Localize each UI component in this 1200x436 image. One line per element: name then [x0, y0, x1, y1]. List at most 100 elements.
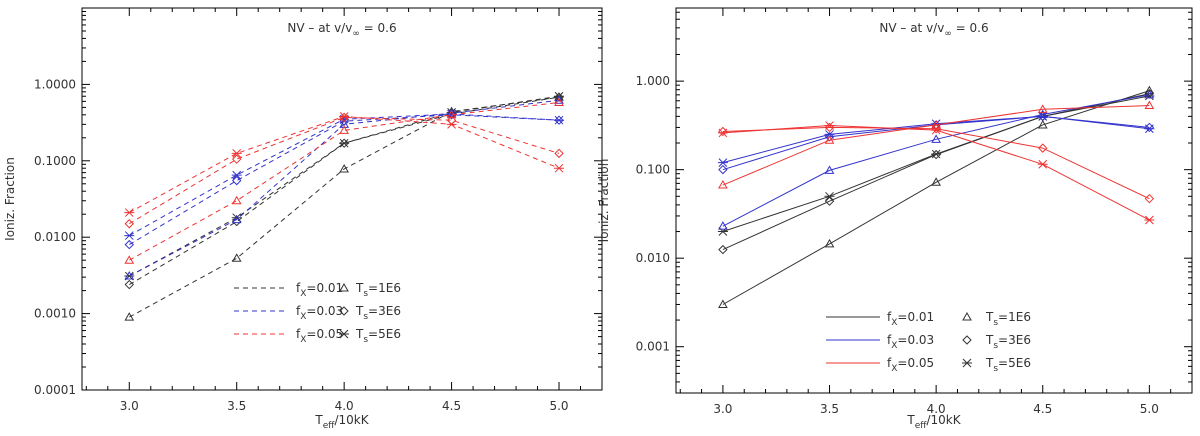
plot-frame-left	[81, 7, 603, 391]
x-tick-label: 3.0	[120, 399, 139, 413]
data-point-triangle	[931, 119, 941, 129]
data-point-triangle	[1144, 89, 1155, 99]
data-point-triangle	[339, 125, 350, 134]
data-point-diamond	[554, 148, 564, 159]
series-fx-0-05-ts-5e6	[124, 112, 565, 217]
data-point-triangle	[931, 134, 941, 143]
y-tick-label: 0.100	[636, 163, 670, 177]
series-line	[129, 95, 560, 277]
data-point-asterisk	[339, 112, 350, 121]
y-tick-label: 1.000	[636, 74, 670, 88]
data-point-asterisk	[824, 130, 835, 139]
y-tick-label: 0.0001	[34, 383, 76, 397]
series-line	[722, 95, 1150, 232]
legend-marker-label: Ts=5E6	[985, 356, 1031, 374]
legend-marker-label: Ts=5E6	[355, 327, 401, 345]
legend-marker-label: Ts=1E6	[985, 310, 1031, 328]
series-fx-0-01-ts-3e6	[718, 89, 1155, 255]
legend-line-label: fX=0.03	[887, 333, 934, 351]
data-point-diamond	[718, 164, 728, 175]
data-point-asterisk	[1144, 124, 1155, 134]
series-line	[129, 99, 560, 277]
data-point-asterisk	[124, 231, 135, 240]
data-point-diamond	[339, 138, 349, 148]
data-point-asterisk	[124, 208, 135, 217]
legend-line-label: fX=0.03	[296, 304, 343, 322]
legend-marker-label: Ts=3E6	[355, 304, 401, 322]
series-line	[129, 96, 560, 318]
data-point-asterisk	[1144, 215, 1155, 225]
x-axis-label: Teff/10kK	[906, 413, 961, 431]
legend-marker-diamond	[962, 335, 972, 345]
data-point-triangle	[446, 109, 457, 119]
x-axis-label: Teff/10kK	[314, 413, 369, 431]
data-point-triangle	[824, 135, 835, 144]
series-line	[129, 113, 560, 237]
series-line	[129, 102, 560, 261]
series-fx-0-03-ts-5e6	[717, 112, 1155, 168]
data-point-asterisk	[717, 158, 728, 168]
legend-line-label: fX=0.05	[296, 327, 343, 345]
legend-marker-diamond	[339, 306, 349, 316]
series-fx-0-03-ts-1e6	[124, 95, 564, 280]
series-fx-0-03-ts-3e6	[124, 110, 564, 250]
data-point-diamond	[554, 115, 564, 125]
chart-left-group: 3.0 3.5 4.0 4.5 5.0 0.0001 0.0010 0.0100 0.1000 1…	[3, 7, 603, 431]
data-point-asterisk	[824, 121, 835, 130]
data-point-triangle	[124, 312, 135, 321]
data-point-asterisk	[931, 149, 942, 159]
data-point-triangle	[124, 255, 135, 264]
data-point-triangle	[718, 180, 728, 189]
legend-marker-asterisk	[962, 358, 972, 368]
legend-line-label: fX=0.05	[887, 356, 934, 374]
series-fx-0-05-ts-1e6	[718, 100, 1155, 189]
data-point-diamond	[1038, 111, 1048, 122]
x-tick-label: 5.0	[1140, 402, 1159, 416]
data-point-triangle	[824, 165, 835, 174]
series-fx-0-01-ts-3e6	[124, 92, 564, 290]
data-point-diamond	[124, 279, 134, 290]
plot-frame-right	[675, 7, 1193, 394]
data-point-triangle	[231, 253, 242, 262]
data-point-triangle	[718, 221, 728, 230]
data-point-triangle	[554, 97, 564, 106]
legend-line-label: fX=0.01	[296, 281, 343, 299]
x-tick-label: 5.0	[549, 399, 568, 413]
series-fx-0-05-ts-1e6	[124, 97, 564, 264]
data-point-asterisk	[824, 191, 835, 201]
data-point-triangle	[554, 95, 564, 104]
series-fx-0-05-ts-5e6	[717, 121, 1155, 225]
data-point-triangle	[1144, 100, 1155, 110]
legend-marker-asterisk	[339, 329, 349, 339]
series-fx-0-05-ts-3e6	[124, 112, 564, 229]
data-point-asterisk	[931, 125, 942, 135]
series-line	[722, 90, 1150, 305]
legend-marker-triangle	[339, 282, 349, 292]
data-point-diamond	[124, 239, 134, 250]
x-tick-label: 4.5	[1033, 402, 1052, 416]
x-tick-label: 3.0	[713, 402, 732, 416]
series-fx-0-01-ts-5e6	[717, 91, 1155, 236]
y-tick-label: 0.0100	[34, 230, 76, 244]
series-fx-0-01-ts-1e6	[718, 85, 1155, 308]
data-point-diamond	[124, 219, 134, 229]
data-point-triangle	[124, 271, 135, 280]
x-tick-label: 3.5	[227, 399, 246, 413]
data-point-triangle	[931, 177, 941, 186]
data-point-triangle	[1037, 119, 1048, 129]
data-point-triangle	[1037, 104, 1048, 113]
series-line	[722, 93, 1150, 251]
data-point-diamond	[1038, 143, 1048, 153]
chart-title: NV – at v/v∞ = 0.6	[879, 21, 988, 39]
data-point-asterisk	[1037, 112, 1048, 121]
y-tick-label: 0.010	[636, 251, 670, 265]
legend-marker-label: Ts=1E6	[355, 281, 401, 299]
y-tick-label: 0.1000	[34, 154, 76, 168]
data-point-triangle	[231, 195, 242, 205]
y-tick-label: 0.001	[636, 340, 670, 354]
data-point-diamond	[1144, 193, 1155, 204]
series-line	[129, 116, 560, 225]
series-line	[722, 94, 1150, 227]
data-point-diamond	[232, 154, 242, 164]
